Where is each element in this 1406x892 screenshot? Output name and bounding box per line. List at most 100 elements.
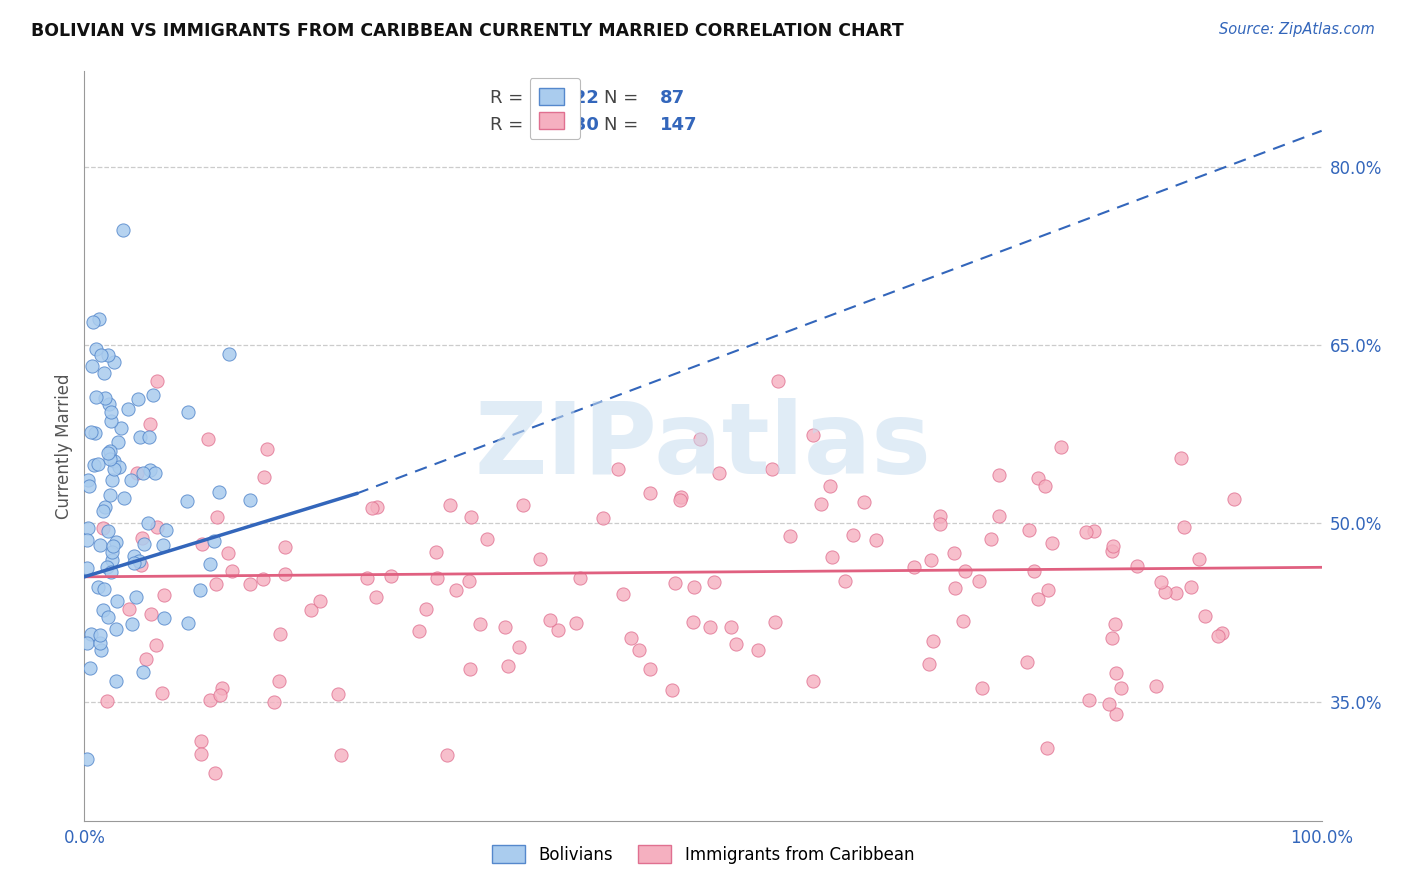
- Point: [274, 566, 297, 581]
- Point: [87, 457, 110, 471]
- Point: [569, 571, 592, 585]
- Point: [330, 747, 353, 762]
- Point: [101, 539, 124, 553]
- Point: [97, 524, 120, 538]
- Point: [446, 583, 468, 598]
- Point: [1074, 524, 1097, 539]
- Text: R =: R =: [491, 88, 529, 106]
- Point: [638, 662, 661, 676]
- Point: [191, 537, 214, 551]
- Point: [470, 617, 492, 632]
- Point: [928, 516, 950, 531]
- Point: [1150, 575, 1173, 590]
- Point: [190, 747, 212, 761]
- Point: [436, 747, 458, 762]
- Point: [117, 402, 139, 417]
- Point: [100, 414, 122, 428]
- Point: [202, 534, 225, 549]
- Point: [1098, 697, 1121, 711]
- Point: [763, 615, 786, 630]
- Point: [853, 494, 876, 508]
- Point: [380, 569, 402, 583]
- Point: [90, 643, 112, 657]
- Point: [100, 444, 122, 458]
- Point: [664, 576, 686, 591]
- Point: [208, 485, 231, 500]
- Point: [97, 446, 120, 460]
- Point: [408, 624, 430, 639]
- Point: [125, 466, 148, 480]
- Point: [273, 540, 295, 554]
- Point: [90, 348, 112, 362]
- Point: [761, 462, 783, 476]
- Point: [76, 636, 98, 650]
- Point: [107, 460, 129, 475]
- Point: [145, 520, 167, 534]
- Text: R =: R =: [491, 116, 529, 135]
- Point: [239, 492, 262, 507]
- Point: [508, 640, 530, 654]
- Point: [190, 734, 212, 748]
- Point: [703, 575, 725, 590]
- Point: [87, 311, 110, 326]
- Point: [425, 545, 447, 559]
- Point: [103, 454, 125, 468]
- Point: [239, 577, 262, 591]
- Text: ZIPatlas: ZIPatlas: [475, 398, 931, 494]
- Point: [366, 500, 388, 514]
- Point: [134, 537, 156, 551]
- Point: [540, 613, 562, 627]
- Text: 0.122: 0.122: [543, 88, 599, 106]
- Point: [972, 681, 994, 696]
- Point: [606, 462, 628, 476]
- Point: [682, 580, 704, 594]
- Point: [612, 587, 634, 601]
- Point: [76, 561, 98, 575]
- Point: [93, 500, 115, 514]
- Point: [1126, 559, 1149, 574]
- Point: [1022, 564, 1045, 578]
- Point: [91, 521, 114, 535]
- Point: [620, 631, 643, 645]
- Point: [100, 566, 122, 580]
- Point: [120, 473, 142, 487]
- Point: [565, 616, 588, 631]
- Point: [110, 421, 132, 435]
- Text: N =: N =: [605, 88, 644, 106]
- Point: [669, 493, 692, 508]
- Point: [1018, 523, 1040, 537]
- Point: [308, 593, 330, 607]
- Point: [77, 479, 100, 493]
- Legend: , : ,: [530, 78, 579, 138]
- Point: [105, 674, 128, 689]
- Point: [217, 546, 239, 560]
- Point: [76, 751, 98, 765]
- Point: [426, 571, 449, 585]
- Point: [100, 473, 122, 487]
- Point: [98, 488, 121, 502]
- Point: [1146, 679, 1168, 693]
- Point: [204, 766, 226, 780]
- Point: [269, 627, 291, 641]
- Point: [112, 223, 135, 237]
- Text: Source: ZipAtlas.com: Source: ZipAtlas.com: [1219, 22, 1375, 37]
- Point: [920, 552, 942, 566]
- Point: [136, 516, 159, 530]
- Point: [252, 572, 274, 586]
- Point: [496, 659, 519, 673]
- Point: [1170, 450, 1192, 465]
- Point: [145, 638, 167, 652]
- Point: [105, 534, 128, 549]
- Point: [1078, 693, 1101, 707]
- Point: [97, 610, 120, 624]
- Point: [131, 531, 153, 545]
- Point: [725, 637, 748, 651]
- Point: [834, 574, 856, 589]
- Point: [821, 549, 844, 564]
- Point: [865, 533, 887, 548]
- Point: [97, 348, 120, 362]
- Point: [928, 508, 950, 523]
- Point: [361, 501, 384, 516]
- Point: [122, 549, 145, 564]
- Point: [132, 467, 155, 481]
